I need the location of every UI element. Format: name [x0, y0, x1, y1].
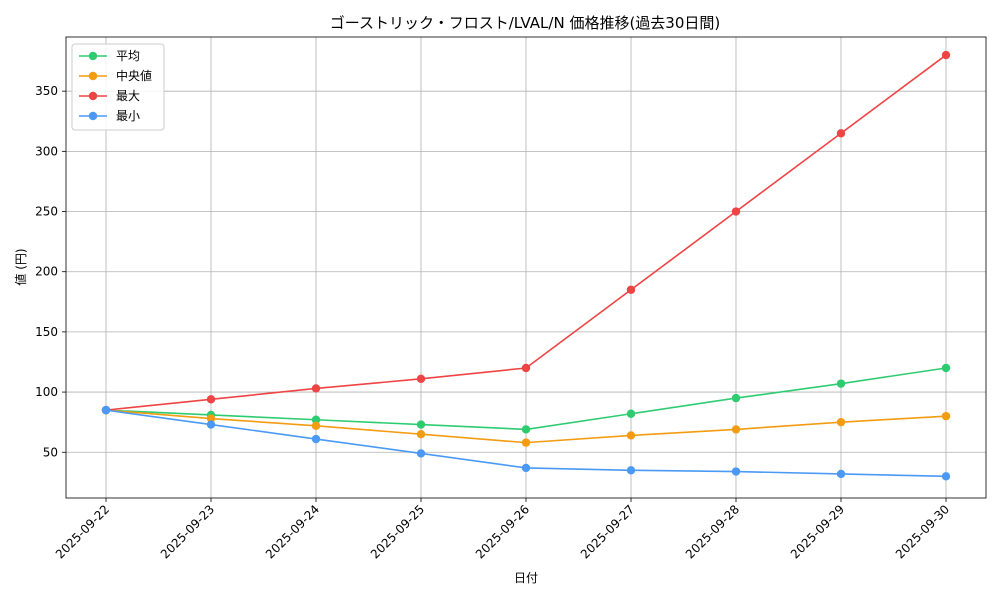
data-point: [206, 395, 216, 404]
data-point: [941, 472, 951, 481]
x-tick-label: 2025-09-28: [683, 502, 742, 561]
data-point: [311, 415, 321, 424]
y-tick-label: 150: [35, 325, 58, 339]
data-point: [311, 434, 321, 444]
data-point: [941, 411, 951, 421]
data-point: [416, 449, 426, 458]
data-point: [731, 467, 741, 476]
data-point: [521, 463, 531, 473]
x-tick-label: 2025-09-27: [578, 502, 637, 561]
data-point: [626, 285, 636, 294]
x-tick-label: 2025-09-30: [893, 502, 952, 561]
data-point: [836, 469, 846, 479]
x-tick-label: 2025-09-24: [263, 502, 322, 561]
legend-marker: [88, 71, 98, 81]
data-point: [836, 379, 846, 388]
data-point: [206, 420, 216, 429]
y-tick-label: 100: [35, 385, 58, 399]
data-point: [836, 129, 846, 138]
legend-label: 平均: [116, 49, 140, 63]
y-tick-label: 200: [35, 265, 58, 279]
data-point: [206, 414, 216, 423]
data-point: [416, 430, 426, 439]
data-point: [731, 393, 741, 403]
data-point: [626, 466, 636, 475]
y-tick-label: 350: [35, 84, 58, 98]
chart-title: ゴーストリック・フロスト/LVAL/N 価格推移(過去30日間): [330, 14, 720, 32]
y-tick-label: 300: [35, 144, 58, 158]
legend-box: [71, 43, 165, 131]
y-axis-label: 値 (円): [13, 248, 28, 285]
data-point: [416, 374, 426, 384]
legend-label: 最大: [116, 89, 140, 103]
axes: 2025-09-22 2025-09-23 2025-09-24 2025-09-25…: [35, 84, 952, 561]
legend-label: 最小: [116, 109, 140, 123]
data-point: [521, 425, 531, 434]
grid: [66, 37, 986, 498]
y-tick-label: 250: [35, 205, 58, 219]
x-tick-label: 2025-09-29: [788, 502, 847, 561]
data-point: [311, 421, 321, 430]
legend-marker: [88, 111, 98, 121]
data-point: [626, 431, 636, 440]
x-tick-label: 2025-09-25: [368, 502, 427, 561]
legend-marker: [88, 91, 98, 101]
data-point: [311, 384, 321, 393]
x-tick-label: 2025-09-22: [53, 502, 112, 561]
data-point: [836, 417, 846, 427]
data-point: [521, 438, 531, 447]
data-point: [941, 363, 951, 373]
legend-label: 中央値: [116, 68, 152, 83]
y-tick-label: 50: [43, 445, 58, 459]
data-point: [731, 207, 741, 216]
data-point: [521, 363, 531, 373]
x-axis-label: 日付: [514, 571, 538, 585]
data-point: [626, 409, 636, 418]
data-point: [731, 425, 741, 434]
x-tick-label: 2025-09-23: [158, 502, 217, 561]
x-tick-label: 2025-09-26: [473, 502, 532, 561]
data-point: [101, 405, 111, 415]
data-point: [416, 420, 426, 429]
legend-marker: [88, 51, 98, 61]
series-layer: [101, 50, 951, 481]
data-point: [941, 50, 951, 60]
